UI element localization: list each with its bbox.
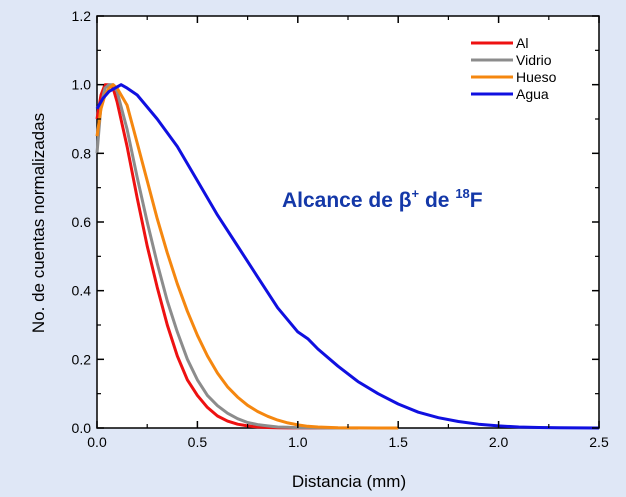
axis-ticks: 0.0 0.5 1.0 1.5 2.0 2.5 0.0 0.2 0.4 0.6 0.8 1.0 1.2 [72,8,609,450]
y-tick-label: 0.6 [72,214,92,230]
legend-label-hueso: Hueso [516,69,557,85]
annotation-tail: F [470,189,483,212]
x-tick-label: 1.5 [388,434,408,450]
y-tick-label: 0.2 [72,351,92,367]
annotation-sup-18: 18 [455,186,469,201]
plot-frame [96,15,600,429]
legend-label-agua: Agua [516,86,549,102]
y-tick-label: 1.2 [72,8,92,24]
legend-label-vidrio: Vidrio [516,52,552,68]
x-tick-label: 0.5 [188,434,208,450]
annotation-base: Alcance de β [282,189,412,212]
x-tick-label: 1.0 [288,434,308,450]
y-tick-label: 1.0 [72,77,92,93]
plot-area [96,15,600,429]
x-axis-label: Distancia (mm) [292,472,406,491]
x-tick-label: 2.5 [589,434,609,450]
annotation-mid: de [419,189,455,212]
y-tick-label: 0.8 [72,145,92,161]
annotation-label: Alcance de β+ de 18F [282,186,483,212]
y-tick-label: 0.4 [72,283,92,299]
y-tick-label: 0.0 [72,420,92,436]
x-tick-label: 2.0 [489,434,509,450]
x-tick-label: 0.0 [87,434,107,450]
annotation-sup-plus: + [412,186,420,201]
y-axis-label: No. de cuentas normalizadas [29,113,48,333]
legend-label-al: Al [516,35,528,51]
